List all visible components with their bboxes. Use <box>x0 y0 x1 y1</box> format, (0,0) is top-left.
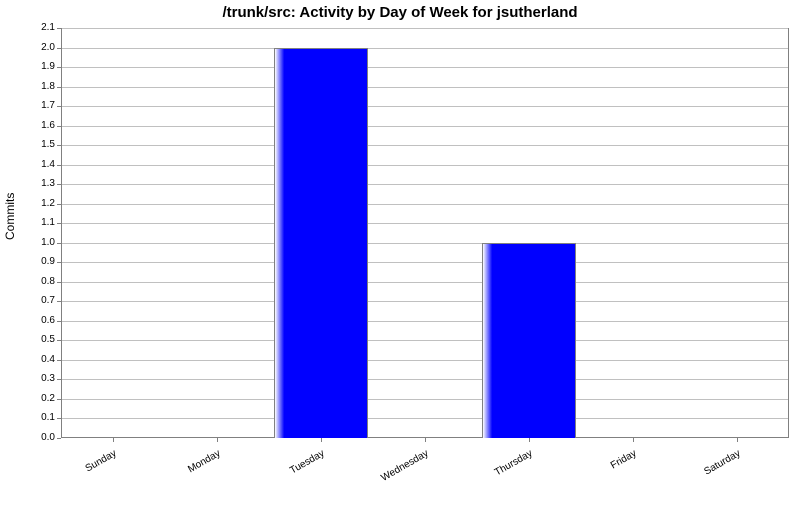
y-tick-mark <box>57 223 61 224</box>
x-tick-label: Friday <box>546 448 638 508</box>
gridline <box>62 165 788 166</box>
gridline <box>62 282 788 283</box>
gridline <box>62 204 788 205</box>
gridline <box>62 321 788 322</box>
y-tick-mark <box>57 48 61 49</box>
x-tick-mark <box>113 438 114 442</box>
y-tick-label: 0.5 <box>41 334 55 345</box>
gridline <box>62 126 788 127</box>
y-tick-label: 0.1 <box>41 412 55 423</box>
x-tick-label: Thursday <box>442 448 534 508</box>
y-tick-label: 2.1 <box>41 22 55 33</box>
y-tick-label: 0.2 <box>41 393 55 404</box>
y-tick-label: 1.2 <box>41 198 55 209</box>
y-tick-label: 0.0 <box>41 432 55 443</box>
gridline <box>62 379 788 380</box>
y-tick-label: 0.3 <box>41 373 55 384</box>
y-tick-label: 1.0 <box>41 237 55 248</box>
gridline <box>62 340 788 341</box>
y-tick-label: 0.9 <box>41 256 55 267</box>
gridline <box>62 28 788 29</box>
y-tick-mark <box>57 379 61 380</box>
gridline <box>62 262 788 263</box>
x-tick-label: Tuesday <box>234 448 326 508</box>
x-tick-mark <box>217 438 218 442</box>
gridline <box>62 418 788 419</box>
x-tick-mark <box>425 438 426 442</box>
y-tick-mark <box>57 126 61 127</box>
y-tick-label: 1.4 <box>41 159 55 170</box>
gridline <box>62 145 788 146</box>
gridline <box>62 106 788 107</box>
y-tick-label: 0.7 <box>41 295 55 306</box>
y-tick-mark <box>57 262 61 263</box>
x-tick-mark <box>529 438 530 442</box>
y-tick-mark <box>57 165 61 166</box>
x-tick-label: Monday <box>130 448 222 508</box>
gridline <box>62 243 788 244</box>
bar <box>274 48 368 438</box>
y-tick-mark <box>57 87 61 88</box>
y-tick-label: 1.6 <box>41 120 55 131</box>
gridline <box>62 48 788 49</box>
chart-title: /trunk/src: Activity by Day of Week for … <box>0 4 800 21</box>
y-tick-label: 2.0 <box>41 42 55 53</box>
gridline <box>62 67 788 68</box>
y-tick-mark <box>57 204 61 205</box>
gridline <box>62 184 788 185</box>
y-tick-label: 1.3 <box>41 178 55 189</box>
gridline <box>62 223 788 224</box>
plot-area <box>61 28 789 438</box>
y-tick-mark <box>57 321 61 322</box>
gridline <box>62 399 788 400</box>
x-tick-label: Sunday <box>26 448 118 508</box>
y-tick-label: 1.7 <box>41 100 55 111</box>
gridline <box>62 360 788 361</box>
y-tick-mark <box>57 184 61 185</box>
y-tick-mark <box>57 67 61 68</box>
y-tick-mark <box>57 28 61 29</box>
x-tick-mark <box>633 438 634 442</box>
y-tick-label: 1.8 <box>41 81 55 92</box>
y-tick-mark <box>57 360 61 361</box>
x-tick-label: Saturday <box>650 448 742 508</box>
chart-container: /trunk/src: Activity by Day of Week for … <box>0 0 800 500</box>
y-tick-label: 0.8 <box>41 276 55 287</box>
gridline <box>62 87 788 88</box>
y-tick-mark <box>57 340 61 341</box>
y-tick-mark <box>57 301 61 302</box>
y-tick-mark <box>57 282 61 283</box>
y-tick-label: 1.1 <box>41 217 55 228</box>
bar <box>482 243 576 438</box>
x-tick-label: Wednesday <box>338 448 430 508</box>
x-tick-mark <box>321 438 322 442</box>
y-tick-label: 1.5 <box>41 139 55 150</box>
x-tick-mark <box>737 438 738 442</box>
y-tick-label: 0.6 <box>41 315 55 326</box>
y-axis-label: Commits <box>3 224 17 240</box>
y-tick-mark <box>57 243 61 244</box>
gridline <box>62 301 788 302</box>
y-tick-label: 0.4 <box>41 354 55 365</box>
y-tick-mark <box>57 399 61 400</box>
y-tick-label: 1.9 <box>41 61 55 72</box>
y-tick-mark <box>57 106 61 107</box>
y-tick-mark <box>57 145 61 146</box>
y-tick-mark <box>57 438 61 439</box>
y-tick-mark <box>57 418 61 419</box>
